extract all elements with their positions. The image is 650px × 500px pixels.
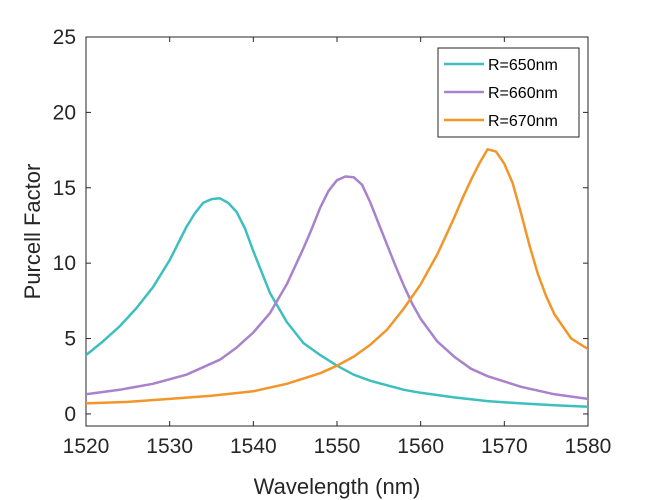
series-line-r-660nm <box>86 175 588 401</box>
y-tick-label: 20 <box>53 101 76 124</box>
x-tick-label: 1530 <box>146 435 193 458</box>
x-tick-label: 1580 <box>565 435 612 458</box>
series-line-r-670nm <box>86 148 588 405</box>
x-tick-label: 1520 <box>63 435 110 458</box>
legend-label: R=660nm <box>488 85 558 102</box>
legend-label: R=670nm <box>488 113 558 130</box>
series-layer <box>86 148 588 408</box>
x-tick-label: 1570 <box>481 435 528 458</box>
y-tick-label: 25 <box>53 26 76 49</box>
x-tick-label: 1550 <box>314 435 361 458</box>
x-axis-label: Wavelength (nm) <box>254 474 421 499</box>
x-tick-label: 1560 <box>397 435 444 458</box>
y-tick-label: 10 <box>53 252 76 275</box>
y-tick-label: 5 <box>64 328 76 351</box>
y-tick-label: 15 <box>53 177 76 200</box>
series-line-r-650nm <box>86 197 588 408</box>
legend: R=650nm R=660nm R=670nm <box>437 47 580 138</box>
x-tick-label: 1540 <box>230 435 277 458</box>
legend-label: R=650nm <box>488 57 558 74</box>
y-axis-label: Purcell Factor <box>20 164 45 300</box>
y-tick-label: 0 <box>64 403 76 426</box>
